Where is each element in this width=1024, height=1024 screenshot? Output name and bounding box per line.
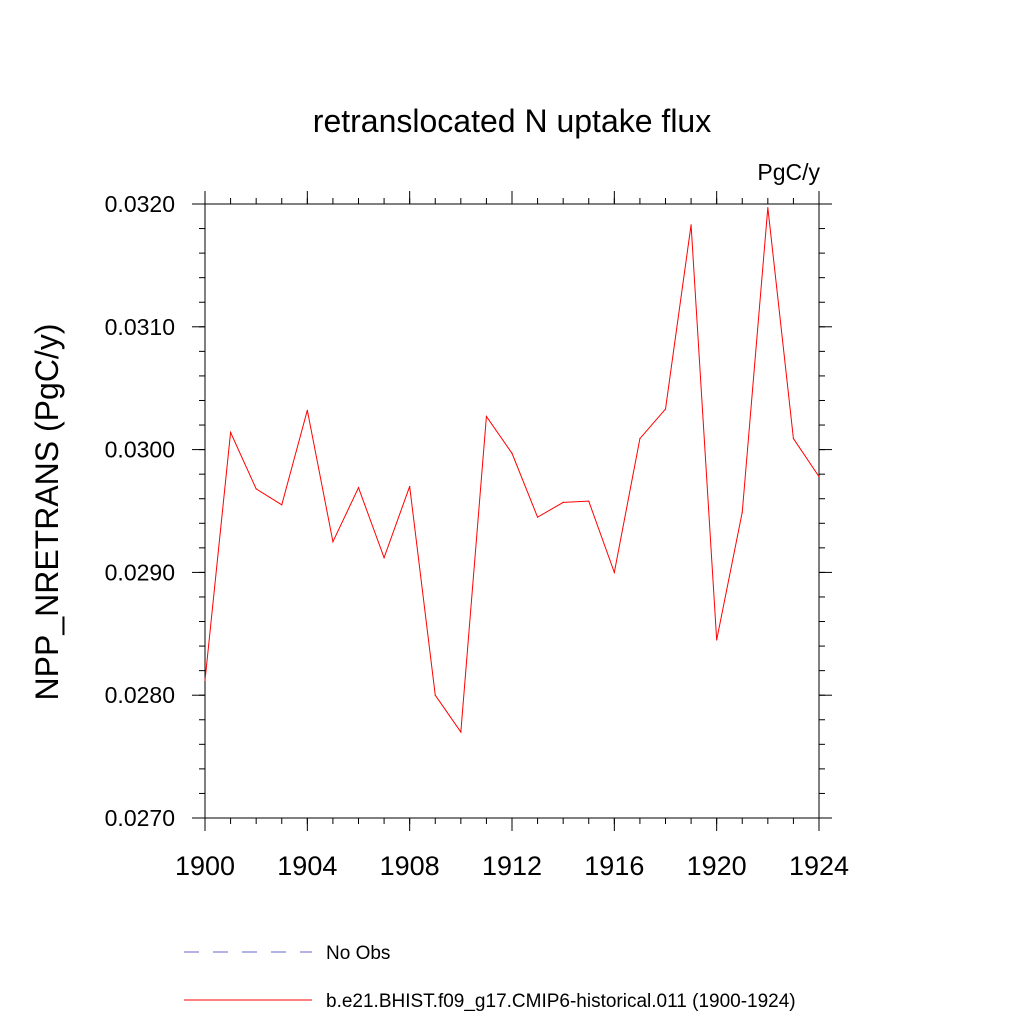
data-point [664, 408, 667, 410]
x-axis: 1900 1904 1908 1912 1916 1920 1924 [175, 191, 849, 881]
y-tick-label: 0.0270 [105, 805, 175, 831]
data-point [460, 731, 462, 733]
data-point [613, 571, 615, 574]
data-point [588, 500, 590, 502]
legend-label: b.e21.BHIST.f09_g17.CMIP6-historical.011… [326, 991, 796, 1012]
data-point [792, 437, 795, 440]
units-label: PgC/y [757, 159, 820, 185]
x-tick-label: 1908 [380, 851, 440, 881]
y-tick-label: 0.0290 [105, 559, 175, 585]
data-point [511, 452, 513, 454]
chart-title: retranslocated N uptake flux [313, 103, 711, 139]
data-point [383, 557, 385, 559]
data-point [332, 541, 334, 543]
data-point [281, 504, 283, 506]
x-tick-label: 1920 [687, 851, 747, 881]
data-point [204, 679, 206, 682]
x-tick-label: 1924 [789, 851, 849, 881]
data-point [639, 437, 641, 440]
data-point [536, 516, 539, 518]
data-point [818, 476, 820, 478]
y-tick-label: 0.0310 [105, 314, 175, 340]
data-point [741, 511, 743, 513]
plot-frame [204, 203, 820, 819]
data-point [357, 487, 360, 489]
data-point [716, 639, 718, 641]
legend-label: No Obs [326, 943, 390, 964]
x-tick-label: 1916 [584, 851, 644, 881]
data-point [229, 431, 232, 434]
data-point [255, 488, 257, 490]
data-point [690, 224, 692, 226]
x-tick-label: 1900 [175, 851, 235, 881]
series-layer [204, 207, 820, 734]
y-tick-label: 0.0300 [105, 437, 175, 463]
data-point [306, 409, 308, 411]
x-tick-label: 1912 [482, 851, 542, 881]
data-point [409, 485, 411, 488]
data-point [767, 207, 769, 209]
series-line [204, 207, 820, 734]
data-point [434, 694, 436, 696]
data-point [485, 415, 488, 418]
y-tick-label: 0.0320 [105, 191, 175, 217]
x-tick-label: 1904 [277, 851, 337, 881]
legend: No Obs b.e21.BHIST.f09_g17.CMIP6-historic… [184, 943, 796, 1012]
y-axis: 0.0270 0.0280 0.0290 0.0300 0.0310 0.0320 [105, 191, 832, 831]
y-axis-label: NPP_NRETRANS (PgC/y) [29, 324, 65, 701]
data-point [562, 501, 564, 504]
y-tick-label: 0.0280 [105, 682, 175, 708]
